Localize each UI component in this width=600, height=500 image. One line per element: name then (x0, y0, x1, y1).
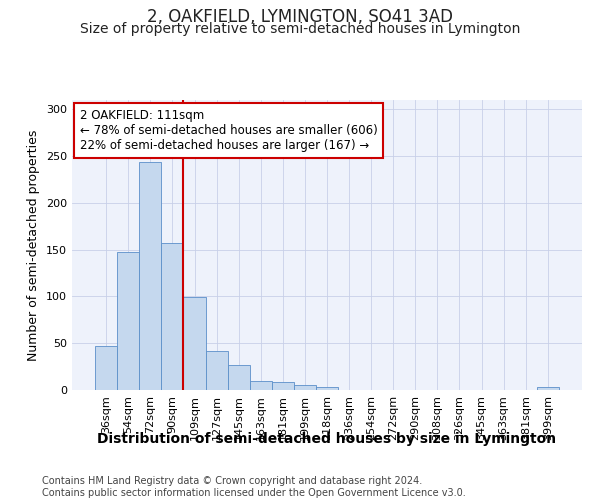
Bar (184, 298, 206, 390)
Bar (272, 382, 294, 390)
Bar (316, 387, 338, 390)
Bar (227, 364, 250, 390)
Bar (294, 386, 316, 390)
Bar (250, 380, 272, 390)
Bar (117, 252, 139, 390)
Bar (537, 387, 559, 390)
Bar (139, 162, 161, 390)
Bar (161, 243, 184, 390)
Text: Contains HM Land Registry data © Crown copyright and database right 2024.
Contai: Contains HM Land Registry data © Crown c… (42, 476, 466, 498)
Text: 2, OAKFIELD, LYMINGTON, SO41 3AD: 2, OAKFIELD, LYMINGTON, SO41 3AD (147, 8, 453, 26)
Text: Distribution of semi-detached houses by size in Lymington: Distribution of semi-detached houses by … (97, 432, 557, 446)
Text: Size of property relative to semi-detached houses in Lymington: Size of property relative to semi-detach… (80, 22, 520, 36)
Bar (206, 350, 227, 390)
Text: 2 OAKFIELD: 111sqm
← 78% of semi-detached houses are smaller (606)
22% of semi-d: 2 OAKFIELD: 111sqm ← 78% of semi-detache… (80, 108, 377, 152)
Y-axis label: Number of semi-detached properties: Number of semi-detached properties (28, 130, 40, 360)
Bar (95, 346, 117, 390)
